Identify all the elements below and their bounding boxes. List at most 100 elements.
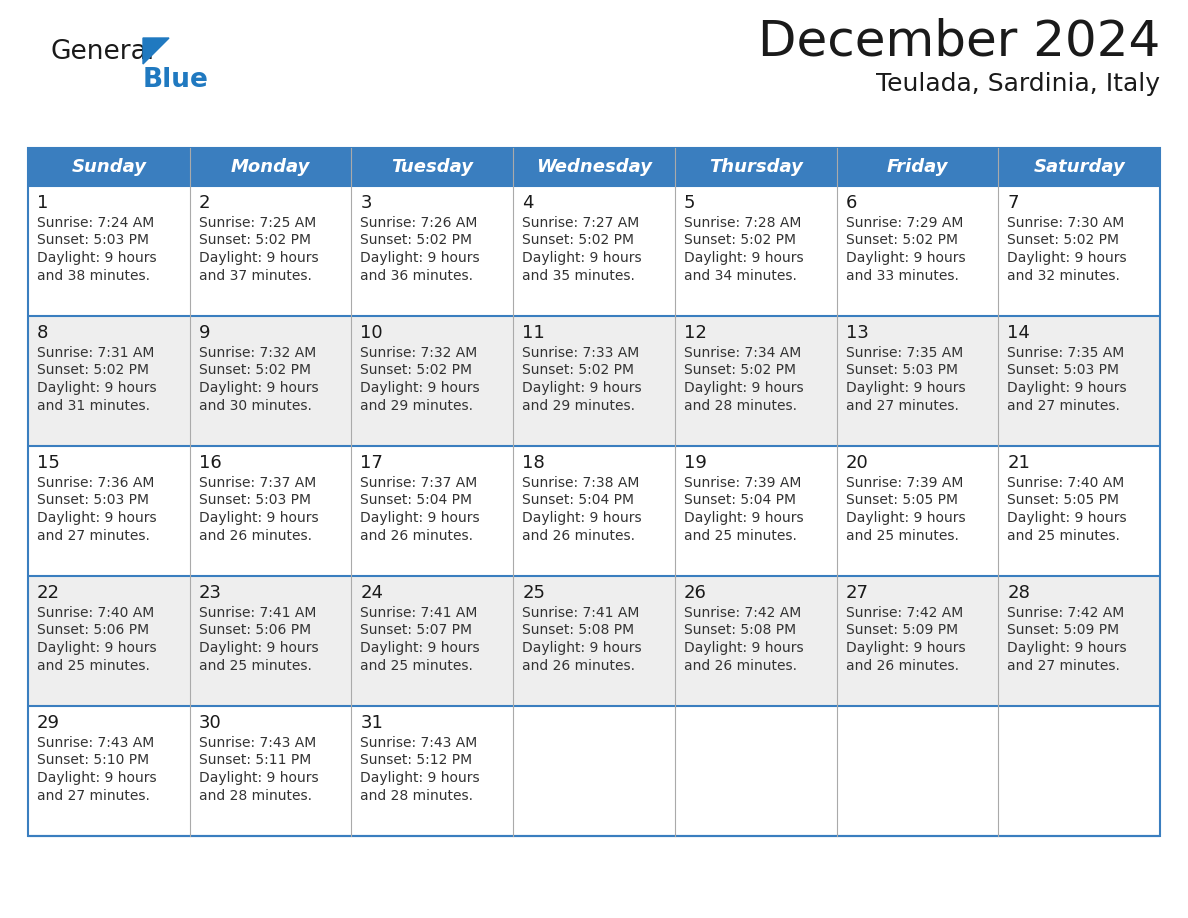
Text: Wednesday: Wednesday	[536, 158, 652, 176]
Text: Blue: Blue	[143, 67, 209, 93]
Text: Sunrise: 7:43 AM: Sunrise: 7:43 AM	[198, 736, 316, 750]
Text: Sunrise: 7:38 AM: Sunrise: 7:38 AM	[523, 476, 639, 490]
Text: Sunday: Sunday	[71, 158, 146, 176]
Text: Sunset: 5:09 PM: Sunset: 5:09 PM	[846, 623, 958, 637]
Text: 21: 21	[1007, 454, 1030, 472]
Text: Sunset: 5:04 PM: Sunset: 5:04 PM	[360, 494, 473, 508]
Text: Sunrise: 7:39 AM: Sunrise: 7:39 AM	[846, 476, 963, 490]
Text: Daylight: 9 hours: Daylight: 9 hours	[523, 381, 642, 395]
Text: Sunset: 5:06 PM: Sunset: 5:06 PM	[37, 623, 150, 637]
Text: 27: 27	[846, 584, 868, 602]
Text: Sunrise: 7:40 AM: Sunrise: 7:40 AM	[1007, 476, 1125, 490]
Text: Sunrise: 7:28 AM: Sunrise: 7:28 AM	[684, 216, 801, 230]
Text: Daylight: 9 hours: Daylight: 9 hours	[523, 511, 642, 525]
Text: Sunrise: 7:24 AM: Sunrise: 7:24 AM	[37, 216, 154, 230]
Text: 10: 10	[360, 324, 383, 342]
Text: Daylight: 9 hours: Daylight: 9 hours	[360, 771, 480, 785]
Text: December 2024: December 2024	[758, 18, 1159, 66]
Text: Sunrise: 7:30 AM: Sunrise: 7:30 AM	[1007, 216, 1125, 230]
Bar	[29, 186, 1159, 316]
Text: Sunset: 5:05 PM: Sunset: 5:05 PM	[846, 494, 958, 508]
Text: 17: 17	[360, 454, 384, 472]
Text: 30: 30	[198, 714, 221, 732]
Text: 2: 2	[198, 194, 210, 212]
Text: and 27 minutes.: and 27 minutes.	[37, 529, 150, 543]
Text: Daylight: 9 hours: Daylight: 9 hours	[1007, 251, 1127, 265]
Text: and 36 minutes.: and 36 minutes.	[360, 268, 474, 283]
Text: 5: 5	[684, 194, 695, 212]
Text: Sunset: 5:02 PM: Sunset: 5:02 PM	[684, 233, 796, 248]
Text: Sunset: 5:11 PM: Sunset: 5:11 PM	[198, 754, 311, 767]
Text: Sunset: 5:07 PM: Sunset: 5:07 PM	[360, 623, 473, 637]
Text: Daylight: 9 hours: Daylight: 9 hours	[684, 251, 803, 265]
Text: Daylight: 9 hours: Daylight: 9 hours	[360, 381, 480, 395]
Polygon shape	[143, 38, 169, 64]
Text: Sunrise: 7:27 AM: Sunrise: 7:27 AM	[523, 216, 639, 230]
Bar	[29, 148, 1159, 186]
Text: 25: 25	[523, 584, 545, 602]
Text: 6: 6	[846, 194, 857, 212]
Text: Sunset: 5:02 PM: Sunset: 5:02 PM	[523, 233, 634, 248]
Text: Teulada, Sardinia, Italy: Teulada, Sardinia, Italy	[876, 72, 1159, 96]
Text: Sunset: 5:08 PM: Sunset: 5:08 PM	[523, 623, 634, 637]
Text: Daylight: 9 hours: Daylight: 9 hours	[198, 511, 318, 525]
Text: and 26 minutes.: and 26 minutes.	[523, 658, 636, 673]
Text: Daylight: 9 hours: Daylight: 9 hours	[846, 381, 965, 395]
Text: 26: 26	[684, 584, 707, 602]
Text: Sunrise: 7:36 AM: Sunrise: 7:36 AM	[37, 476, 154, 490]
Text: Sunset: 5:02 PM: Sunset: 5:02 PM	[523, 364, 634, 377]
Bar	[29, 706, 1159, 836]
Text: 4: 4	[523, 194, 533, 212]
Text: and 26 minutes.: and 26 minutes.	[360, 529, 474, 543]
Text: Daylight: 9 hours: Daylight: 9 hours	[1007, 511, 1127, 525]
Text: 7: 7	[1007, 194, 1019, 212]
Text: General: General	[50, 39, 154, 65]
Text: Sunrise: 7:43 AM: Sunrise: 7:43 AM	[37, 736, 154, 750]
Text: Daylight: 9 hours: Daylight: 9 hours	[684, 381, 803, 395]
Text: Sunrise: 7:39 AM: Sunrise: 7:39 AM	[684, 476, 801, 490]
Text: and 27 minutes.: and 27 minutes.	[37, 789, 150, 802]
Text: Daylight: 9 hours: Daylight: 9 hours	[1007, 381, 1127, 395]
Text: and 26 minutes.: and 26 minutes.	[846, 658, 959, 673]
Text: 9: 9	[198, 324, 210, 342]
Bar	[29, 316, 1159, 446]
Text: Sunset: 5:02 PM: Sunset: 5:02 PM	[198, 233, 311, 248]
Text: Sunrise: 7:43 AM: Sunrise: 7:43 AM	[360, 736, 478, 750]
Text: Sunset: 5:02 PM: Sunset: 5:02 PM	[1007, 233, 1119, 248]
Text: Sunset: 5:05 PM: Sunset: 5:05 PM	[1007, 494, 1119, 508]
Text: and 28 minutes.: and 28 minutes.	[360, 789, 474, 802]
Text: 14: 14	[1007, 324, 1030, 342]
Text: 16: 16	[198, 454, 221, 472]
Text: Sunset: 5:06 PM: Sunset: 5:06 PM	[198, 623, 311, 637]
Text: Sunset: 5:10 PM: Sunset: 5:10 PM	[37, 754, 150, 767]
Text: 1: 1	[37, 194, 49, 212]
Text: 11: 11	[523, 324, 545, 342]
Text: Sunrise: 7:35 AM: Sunrise: 7:35 AM	[846, 346, 962, 360]
Text: Sunset: 5:03 PM: Sunset: 5:03 PM	[37, 233, 148, 248]
Text: Sunrise: 7:41 AM: Sunrise: 7:41 AM	[360, 606, 478, 620]
Text: and 37 minutes.: and 37 minutes.	[198, 268, 311, 283]
Text: Sunset: 5:02 PM: Sunset: 5:02 PM	[198, 364, 311, 377]
Text: 24: 24	[360, 584, 384, 602]
Text: and 26 minutes.: and 26 minutes.	[523, 529, 636, 543]
Text: and 25 minutes.: and 25 minutes.	[360, 658, 473, 673]
Text: Sunrise: 7:41 AM: Sunrise: 7:41 AM	[523, 606, 639, 620]
Text: 3: 3	[360, 194, 372, 212]
Text: Sunset: 5:03 PM: Sunset: 5:03 PM	[198, 494, 311, 508]
Text: Sunrise: 7:37 AM: Sunrise: 7:37 AM	[360, 476, 478, 490]
Text: Daylight: 9 hours: Daylight: 9 hours	[360, 641, 480, 655]
Text: and 27 minutes.: and 27 minutes.	[1007, 658, 1120, 673]
Text: Daylight: 9 hours: Daylight: 9 hours	[846, 251, 965, 265]
Text: and 25 minutes.: and 25 minutes.	[684, 529, 797, 543]
Text: Sunrise: 7:31 AM: Sunrise: 7:31 AM	[37, 346, 154, 360]
Text: and 30 minutes.: and 30 minutes.	[198, 398, 311, 412]
Text: Daylight: 9 hours: Daylight: 9 hours	[684, 641, 803, 655]
Text: and 28 minutes.: and 28 minutes.	[684, 398, 797, 412]
Text: and 26 minutes.: and 26 minutes.	[684, 658, 797, 673]
Text: Sunset: 5:03 PM: Sunset: 5:03 PM	[37, 494, 148, 508]
Text: Sunrise: 7:40 AM: Sunrise: 7:40 AM	[37, 606, 154, 620]
Text: Sunrise: 7:32 AM: Sunrise: 7:32 AM	[360, 346, 478, 360]
Bar	[29, 446, 1159, 576]
Text: Daylight: 9 hours: Daylight: 9 hours	[198, 251, 318, 265]
Text: and 35 minutes.: and 35 minutes.	[523, 268, 636, 283]
